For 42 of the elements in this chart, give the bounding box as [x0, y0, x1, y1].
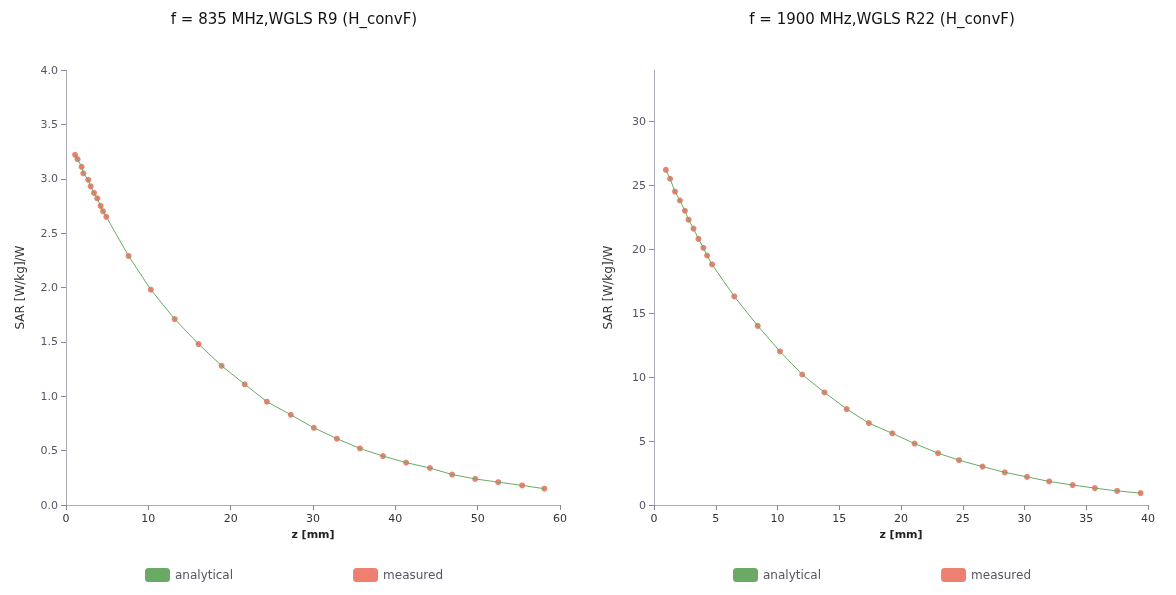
- x-axis-title: z [mm]: [291, 528, 335, 541]
- y-tick-label: 0: [639, 498, 646, 512]
- x-tick-label: 0: [650, 512, 658, 525]
- x-tick-label: 25: [955, 512, 970, 525]
- y-tick-label: 1.5: [40, 335, 58, 349]
- legend-label: analytical: [174, 568, 234, 582]
- x-tick-label: 20: [894, 512, 908, 525]
- y-tick-label: 15: [632, 306, 646, 320]
- x-tick-label: 50: [470, 512, 485, 525]
- x-tick-label: 5: [712, 512, 720, 525]
- y-tick-label: 4.0: [40, 63, 58, 77]
- x-tick-label: 15: [832, 512, 847, 525]
- y-tick-label: 2.0: [40, 281, 58, 294]
- y-axis-title: SAR [W/kg]/W: [13, 245, 27, 330]
- x-tick-label: 35: [1079, 512, 1094, 525]
- x-tick-label: 30: [1017, 512, 1032, 525]
- x-tick-label: 20: [223, 512, 238, 525]
- legend-label: measured: [971, 568, 1032, 582]
- y-tick-label: 2.5: [40, 226, 58, 240]
- x-tick-label: 10: [141, 512, 156, 525]
- x-tick-label: 40: [388, 512, 403, 525]
- y-tick-label: 5: [639, 434, 646, 448]
- y-tick-label: 1.0: [40, 389, 58, 403]
- x-tick-label: 30: [306, 512, 320, 525]
- y-tick-label: 3.5: [40, 117, 58, 131]
- x-tick-label: 60: [553, 512, 567, 525]
- y-tick-label: 0.5: [40, 444, 58, 458]
- x-tick-label: 10: [770, 512, 785, 525]
- chart-title: f = 1900 MHz,WGLS R22 (H_convF): [749, 9, 1015, 29]
- y-tick-label: 10: [632, 370, 646, 384]
- legend-label: analytical: [762, 568, 822, 582]
- x-tick-label: 40: [1141, 512, 1155, 525]
- y-axis-title: SAR [W/kg]/W: [601, 245, 615, 330]
- y-tick-label: 0.0: [40, 498, 58, 512]
- y-tick-label: 3.0: [40, 172, 58, 186]
- y-tick-label: 30: [632, 114, 646, 128]
- legend-label: measured: [383, 568, 444, 582]
- chart-title: f = 835 MHz,WGLS R9 (H_convF): [170, 9, 418, 29]
- y-tick-label: 25: [632, 178, 646, 192]
- x-tick-label: 0: [62, 512, 70, 525]
- y-tick-label: 20: [632, 242, 646, 256]
- x-axis-title: z [mm]: [879, 528, 923, 541]
